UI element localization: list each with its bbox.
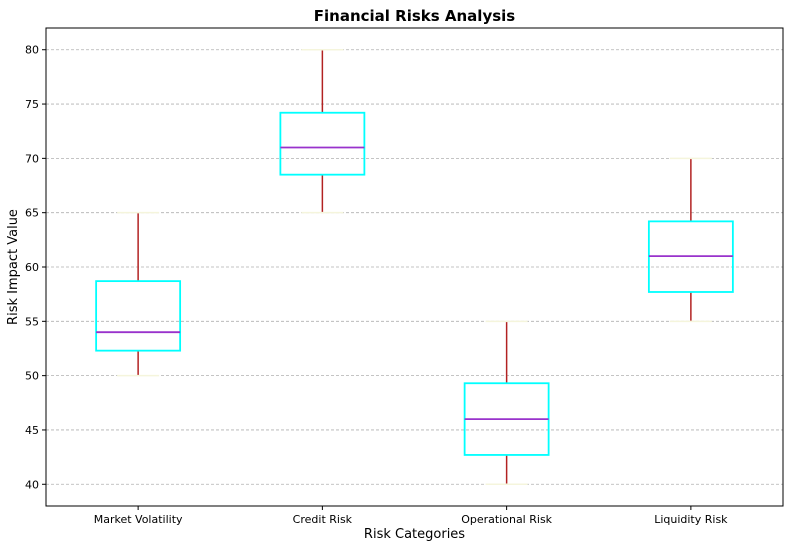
- x-axis: Market Volatility Credit Risk Operational …: [94, 506, 728, 526]
- box-0: [95, 211, 182, 377]
- y-tick-label-45: 45: [25, 424, 39, 437]
- y-tick-label-55: 55: [25, 315, 39, 328]
- box-2: [463, 320, 550, 486]
- box-body: [95, 280, 182, 352]
- y-tick-label-75: 75: [25, 98, 39, 111]
- x-tick-label-3: Liquidity Risk: [654, 513, 728, 526]
- box-3: [647, 157, 734, 323]
- y-tick-label-40: 40: [25, 478, 39, 491]
- x-tick-label-0: Market Volatility: [94, 513, 183, 526]
- y-tick-label-65: 65: [25, 207, 39, 220]
- y-axis: 40 45 50 55 60 65 70 75 80: [25, 44, 46, 491]
- box-1: [279, 48, 366, 214]
- y-tick-label-70: 70: [25, 152, 39, 165]
- x-axis-label: Risk Categories: [364, 527, 465, 542]
- y-tick-label-60: 60: [25, 261, 39, 274]
- chart-title: Financial Risks Analysis: [314, 7, 516, 25]
- y-tick-label-50: 50: [25, 370, 39, 383]
- y-axis-label: Risk Impact Value: [6, 209, 21, 325]
- grid-lines: [46, 49, 783, 485]
- x-tick-label-2: Operational Risk: [461, 513, 552, 526]
- box-body: [279, 111, 366, 176]
- y-tick-label-80: 80: [25, 44, 39, 57]
- x-tick-label-1: Credit Risk: [293, 513, 353, 526]
- boxes: [95, 48, 734, 486]
